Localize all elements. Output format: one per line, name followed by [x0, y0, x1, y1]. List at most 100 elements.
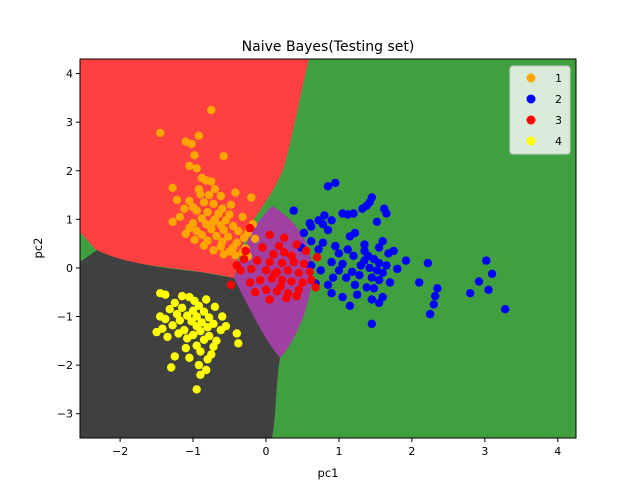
y-tick-label: 1: [66, 213, 73, 226]
point-class-4: [170, 352, 179, 361]
point-class-3: [274, 241, 284, 251]
point-class-1: [207, 224, 216, 234]
point-class-1: [209, 199, 218, 208]
point-class-4: [183, 311, 192, 320]
x-tick-label: −1: [185, 445, 201, 458]
point-class-4: [161, 290, 170, 299]
point-class-3: [280, 233, 289, 242]
point-class-1: [190, 235, 199, 244]
point-class-2: [362, 283, 371, 292]
point-class-3: [261, 285, 271, 294]
point-class-3: [270, 269, 279, 278]
point-class-2: [299, 228, 309, 238]
point-class-4: [212, 336, 221, 345]
point-class-1: [192, 226, 201, 236]
y-axis: −3 −2 −1 0 1 2 3 4: [57, 68, 80, 421]
chart-title: Naive Bayes(Testing set): [242, 39, 415, 55]
point-class-2: [350, 280, 360, 290]
point-class-2: [323, 182, 333, 191]
point-class-1: [219, 225, 228, 235]
y-tick-label: −1: [57, 311, 73, 324]
point-class-2: [466, 289, 475, 298]
region-class-4: [80, 250, 280, 438]
point-class-4: [204, 313, 214, 322]
point-class-3: [253, 256, 262, 265]
point-class-1: [156, 128, 165, 138]
point-class-2: [334, 266, 344, 275]
point-class-4: [199, 335, 209, 344]
point-class-3: [292, 240, 301, 249]
point-class-4: [199, 307, 209, 316]
point-class-1: [216, 191, 225, 201]
point-class-1: [219, 250, 228, 259]
decision-regions: [80, 59, 576, 438]
point-class-4: [174, 329, 183, 338]
point-class-2: [378, 237, 387, 246]
point-class-2: [382, 261, 391, 270]
point-class-4: [234, 339, 243, 348]
y-tick-label: −3: [57, 408, 73, 421]
point-class-3: [241, 246, 250, 256]
point-class-1: [212, 231, 221, 241]
point-class-2: [415, 278, 424, 287]
point-class-4: [170, 298, 179, 308]
point-class-3: [245, 223, 255, 233]
point-class-2: [323, 225, 333, 235]
point-class-3: [265, 257, 274, 267]
x-tick-label: 2: [408, 445, 415, 458]
point-class-2: [423, 258, 433, 268]
plot-frame: [79, 58, 577, 439]
point-class-2: [323, 280, 333, 290]
point-class-2: [358, 204, 367, 213]
point-class-2: [327, 216, 336, 225]
point-class-1: [209, 246, 218, 255]
point-class-4: [196, 326, 205, 336]
point-class-2: [484, 285, 493, 294]
point-class-3: [265, 295, 274, 304]
legend-marker-1: [526, 73, 536, 83]
point-class-2: [355, 271, 364, 280]
point-class-2: [327, 257, 336, 267]
point-class-3: [289, 257, 298, 267]
point-class-2: [350, 228, 360, 238]
point-class-3: [256, 275, 265, 285]
point-class-1: [194, 131, 204, 140]
scatter-points: [152, 105, 510, 394]
point-class-3: [301, 246, 311, 256]
point-class-3: [277, 275, 287, 285]
point-class-3: [265, 230, 274, 240]
point-class-2: [474, 277, 484, 286]
point-class-2: [289, 206, 298, 215]
point-class-4: [172, 309, 182, 319]
point-class-1: [203, 207, 212, 217]
point-class-2: [374, 275, 384, 285]
point-class-4: [203, 323, 212, 332]
point-class-1: [209, 217, 218, 226]
point-class-2: [367, 319, 376, 328]
point-class-1: [199, 198, 209, 207]
point-class-1: [180, 204, 189, 213]
point-class-1: [250, 234, 260, 243]
point-class-4: [210, 302, 220, 311]
point-class-3: [294, 268, 303, 277]
point-class-2: [345, 301, 355, 310]
x-tick-label: 0: [263, 445, 270, 458]
point-class-1: [247, 193, 256, 202]
point-class-1: [168, 217, 177, 226]
point-class-2: [356, 261, 365, 270]
point-class-1: [226, 200, 236, 209]
point-class-2: [338, 259, 347, 269]
point-class-3: [305, 267, 314, 276]
point-class-2: [342, 273, 351, 282]
point-class-1: [234, 226, 243, 236]
point-class-2: [314, 245, 323, 254]
point-class-2: [378, 292, 387, 302]
point-class-3: [280, 248, 289, 257]
point-class-1: [185, 196, 194, 206]
point-class-1: [175, 212, 185, 222]
point-class-1: [187, 139, 196, 149]
point-class-3: [245, 278, 255, 287]
point-class-4: [185, 353, 194, 362]
point-class-1: [210, 185, 220, 194]
y-axis-label: pc2: [31, 238, 45, 259]
